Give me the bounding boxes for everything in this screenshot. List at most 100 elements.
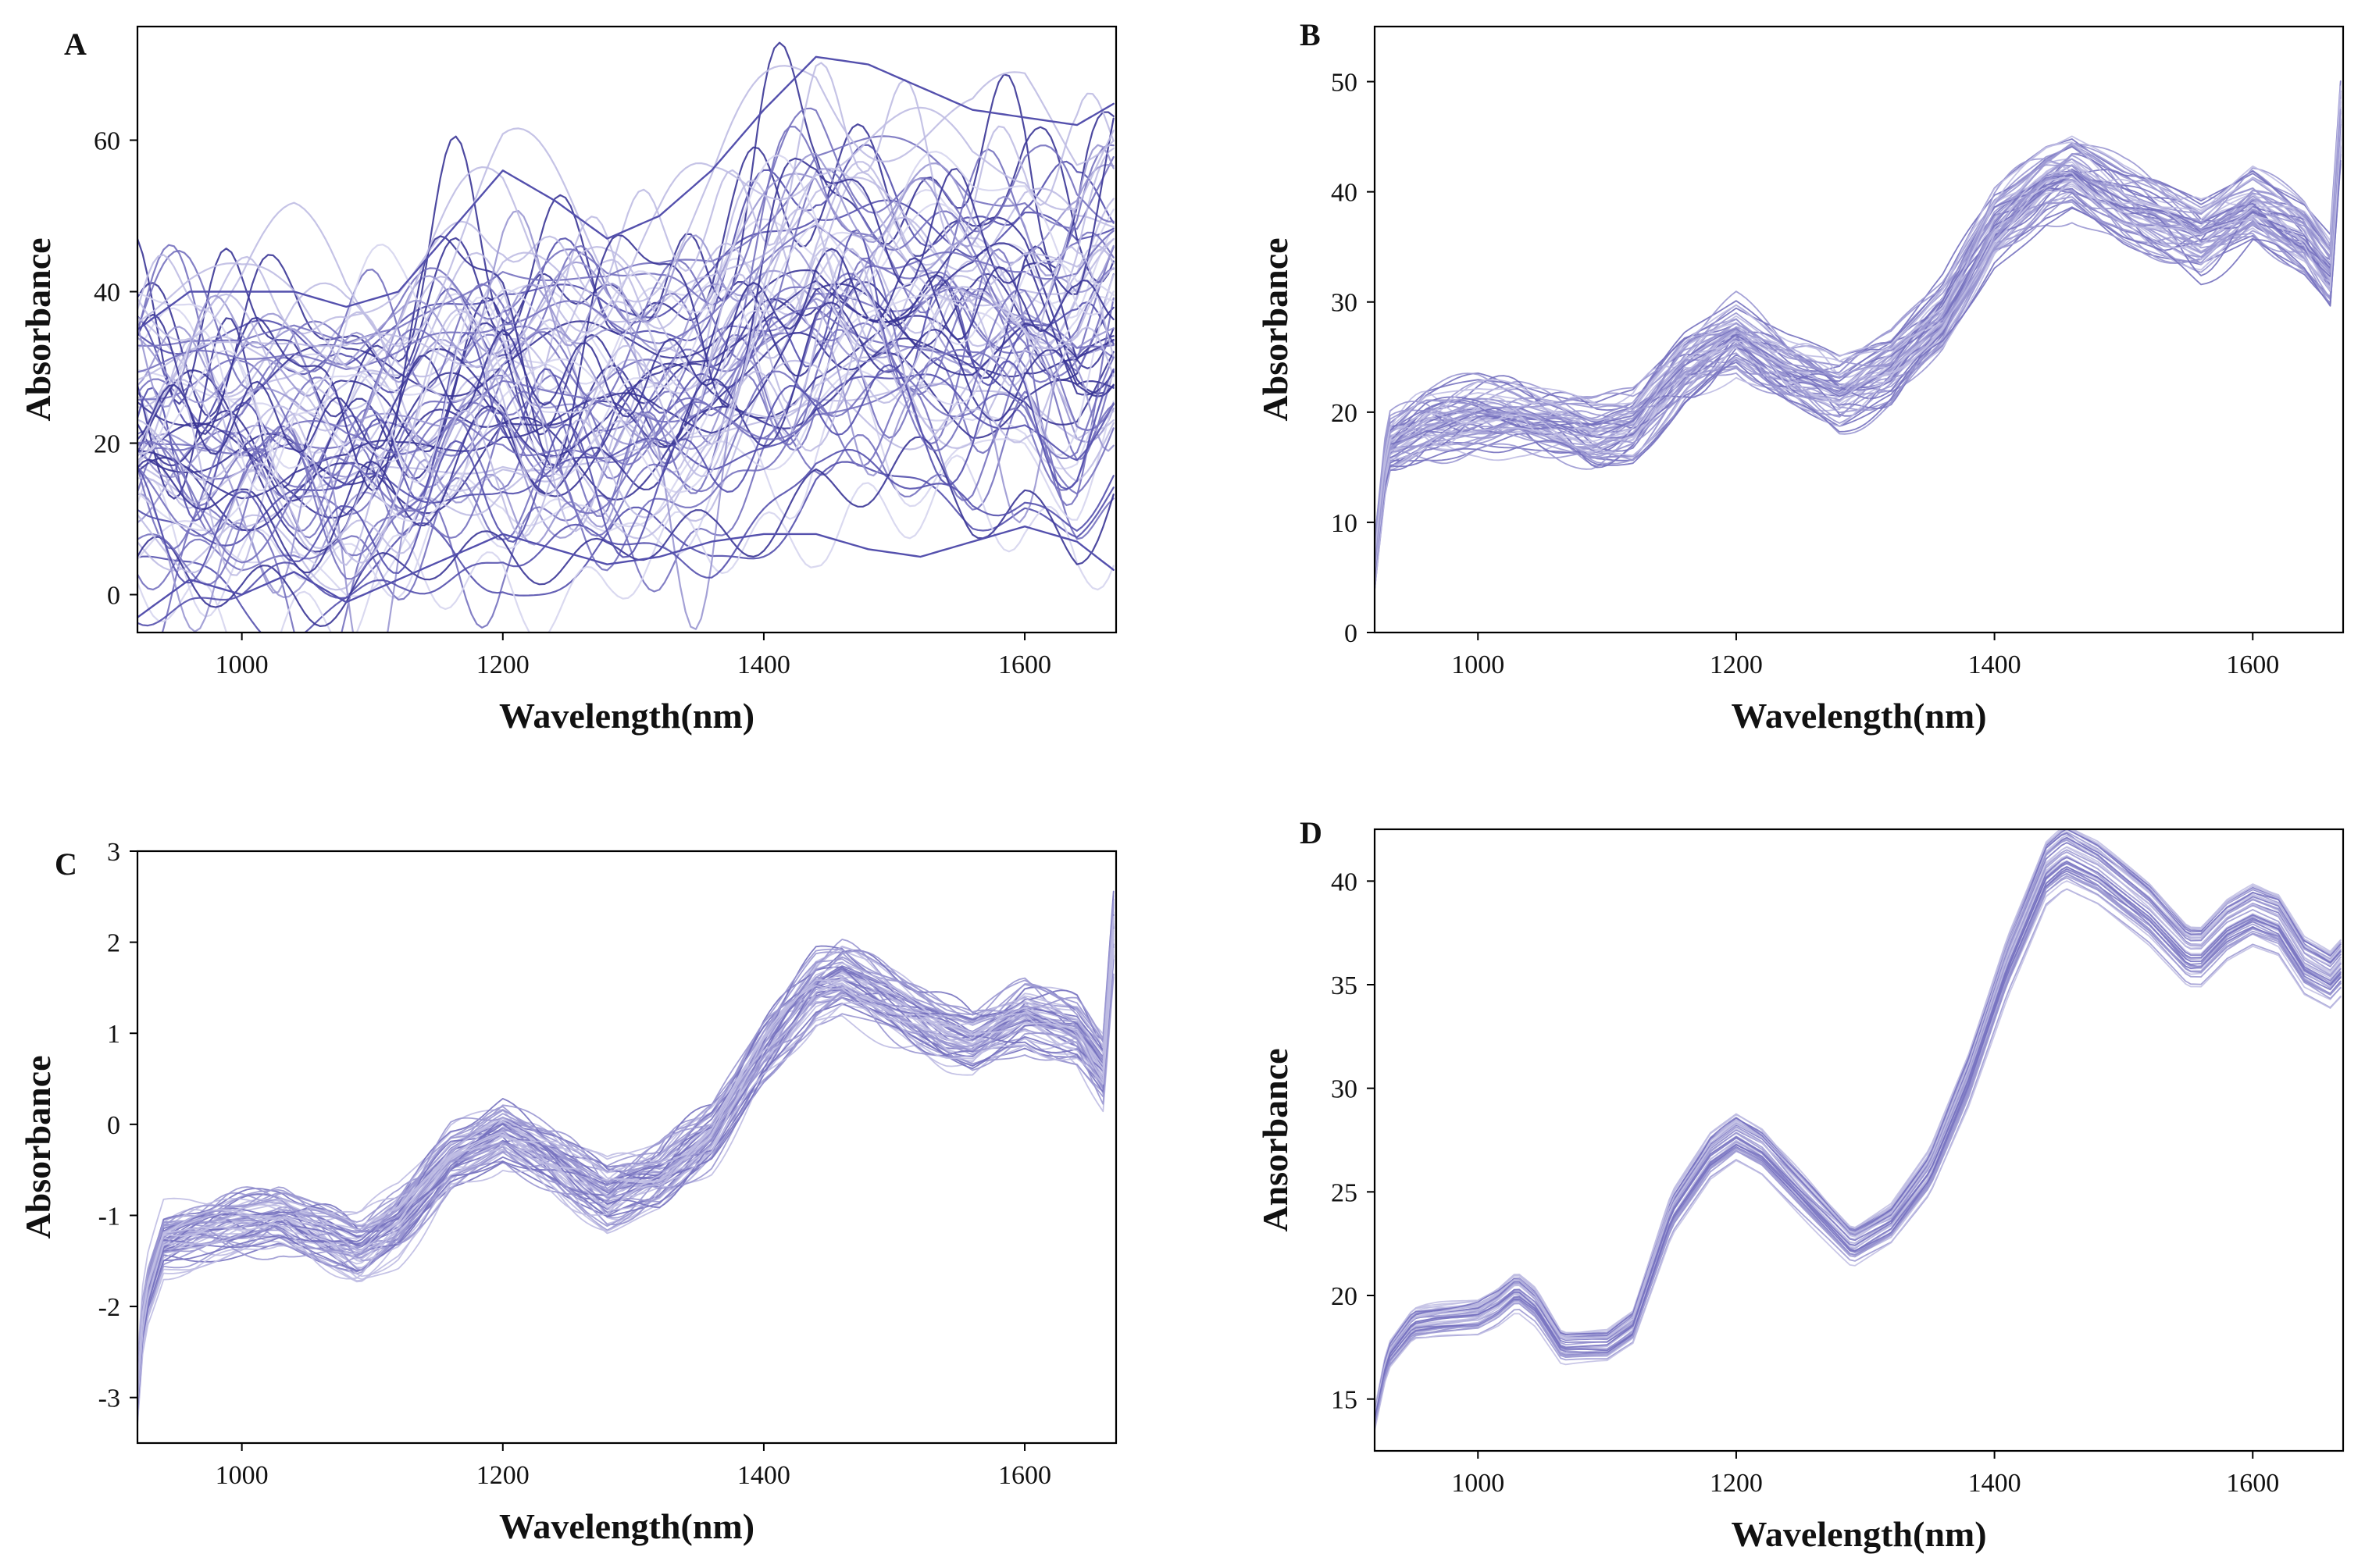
spectrum-line <box>1375 103 2342 558</box>
spectrum-line <box>1375 94 2342 561</box>
x-tick-label: 1400 <box>1968 1469 2021 1498</box>
spectrum-line <box>1375 146 2342 576</box>
y-axis-title: Absorbance <box>18 237 58 421</box>
x-tick-label: 1400 <box>1968 650 2021 679</box>
spectrum-line <box>137 911 1115 1402</box>
spectrum-line <box>1375 865 2342 1423</box>
spectrum-line <box>137 951 1115 1413</box>
spectrum-line <box>137 895 1115 1362</box>
spectrum-line <box>137 925 1115 1389</box>
spectrum-line <box>137 454 1115 633</box>
y-tick-label: 15 <box>1331 1386 1357 1415</box>
spectrum-line <box>1375 888 2342 1431</box>
spectrum-line <box>1375 128 2342 561</box>
spectrum-line <box>137 148 1115 412</box>
spectrum-line <box>1375 104 2342 568</box>
spectrum-line <box>1375 128 2342 558</box>
y-tick-label: 20 <box>1331 399 1357 428</box>
spectrum-line <box>1375 109 2342 568</box>
panel-a: 1000 1200 1400 1600 0 20 40 60 Wavelength(nm) Abs… <box>18 25 1118 736</box>
spectrum-line <box>137 918 1115 1392</box>
spectrum-line <box>1375 832 2342 1415</box>
spectrum-line <box>1375 114 2342 579</box>
spectrum-line <box>1375 831 2342 1415</box>
spectrum-line <box>1375 114 2342 566</box>
y-tick-label: 40 <box>94 279 120 308</box>
spectrum-line <box>1375 91 2342 561</box>
x-tick-label: 1000 <box>216 1461 269 1490</box>
spectrum-line <box>137 934 1115 1388</box>
spectrum-line <box>137 117 1115 492</box>
spectrum-line <box>137 923 1115 1399</box>
spectrum-line <box>1375 112 2342 559</box>
y-tick-label: 30 <box>1331 1075 1357 1104</box>
panel-letter: A <box>64 27 87 62</box>
spectrum-line <box>137 369 1115 597</box>
panel-letter: D <box>1300 815 1322 850</box>
spectrum-line <box>137 107 1115 391</box>
y-tick-label: 60 <box>94 127 120 156</box>
spectrum-line <box>137 898 1115 1382</box>
y-tick-label: 40 <box>1331 868 1357 896</box>
spectrum-line <box>1375 101 2342 549</box>
spectrum-line <box>137 903 1115 1388</box>
spectrum-line <box>137 221 1115 532</box>
spectrum-line <box>137 360 1115 584</box>
spectrum-line <box>1375 829 2342 1412</box>
spectrum-line <box>137 919 1115 1395</box>
spectrum-line <box>137 901 1115 1384</box>
y-tick-label: 50 <box>1331 69 1357 98</box>
y-tick-label: 0 <box>107 582 120 611</box>
spectrum-line <box>1375 829 2342 1410</box>
x-tick-label: 1600 <box>998 1461 1051 1490</box>
spectrum-line <box>1375 96 2342 583</box>
plot-frame <box>1373 25 2345 634</box>
spectrum-line <box>1375 829 2342 1417</box>
spectrum-line <box>1375 85 2342 558</box>
panel-letter: C <box>55 846 77 882</box>
spectrum-line <box>137 943 1115 1404</box>
spectrum-line <box>1375 829 2342 1416</box>
y-tick-label: -3 <box>98 1384 120 1413</box>
spectrum-line <box>1375 112 2342 549</box>
spectrum-line <box>137 282 1115 492</box>
x-tick-label: 1200 <box>1710 1469 1763 1498</box>
spectrum-line <box>137 930 1115 1388</box>
spectrum-line <box>137 911 1115 1375</box>
y-tick-label: 25 <box>1331 1178 1357 1207</box>
y-axis-title: Absorbance <box>18 1055 58 1238</box>
spectrum-line <box>1375 839 2342 1418</box>
spectrum-line <box>137 928 1115 1389</box>
spectrum-line <box>137 959 1115 1409</box>
spectrum-line <box>137 65 1115 347</box>
spectrum-line <box>1375 836 2342 1417</box>
spectrum-line <box>137 106 1115 369</box>
spectrum-line <box>1375 888 2342 1428</box>
spectrum-line <box>1375 854 2342 1420</box>
spectrum-line <box>1375 866 2342 1422</box>
spectrum-line <box>1375 862 2342 1420</box>
spectrum-line <box>137 900 1115 1384</box>
spectrum-line <box>1375 118 2342 571</box>
spectrum-line <box>137 921 1115 1395</box>
spectrum-line <box>137 890 1115 1388</box>
spectrum-line <box>137 915 1115 1384</box>
spectrum-line <box>137 144 1115 408</box>
spectrum-line <box>1375 875 2342 1426</box>
spectrum-line <box>137 927 1115 1399</box>
spectrum-line <box>137 526 1115 618</box>
spectrum-line <box>137 926 1115 1392</box>
spectrum-line <box>1375 839 2342 1421</box>
x-tick-label: 1400 <box>737 650 790 679</box>
spectrum-line <box>1375 159 2342 576</box>
spectrum-line <box>137 922 1115 1400</box>
y-tick-label: 30 <box>1331 289 1357 318</box>
panel-b: 1000 1200 1400 1600 0 10 20 30 40 50 Wavelength(nm… <box>1255 17 2345 736</box>
spectrum-line <box>137 248 1115 455</box>
spectrum-line <box>1375 880 2342 1424</box>
spectrum-line <box>1375 138 2342 584</box>
spectra-group <box>1375 80 2342 591</box>
panel-c: 1000 1200 1400 1600 -3 -2 -1 0 1 2 3 Wavelength(nm)… <box>18 838 1118 1546</box>
x-tick-label: 1600 <box>2226 650 2279 679</box>
spectrum-line <box>1375 112 2342 572</box>
